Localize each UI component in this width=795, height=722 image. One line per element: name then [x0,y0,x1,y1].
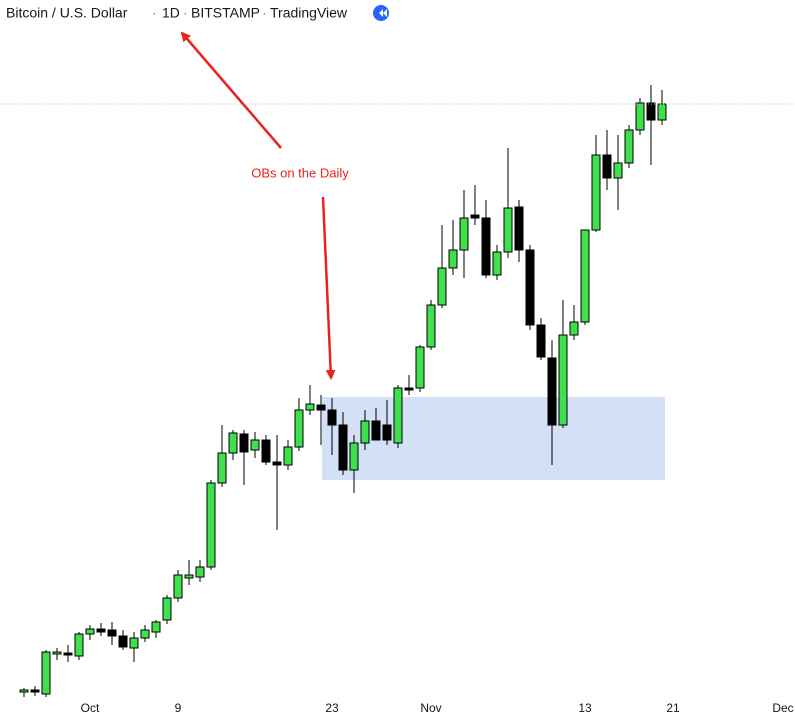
candle-body [217,452,227,484]
candle-body [635,102,645,131]
candle-body [305,403,315,411]
candle-body [250,439,260,451]
candle-body [107,629,117,637]
candle-body [140,629,150,639]
candle-body [470,214,480,219]
candle-body [426,304,436,348]
candle-body [580,229,590,323]
separator: · [152,5,157,21]
x-tick-label: 13 [578,701,592,715]
candle-body [228,432,238,454]
candle-body [162,597,172,621]
candle-body [349,442,359,471]
candle-body [547,357,557,426]
candle-body [283,446,293,466]
candle-body [19,689,29,693]
candle-body [173,574,183,599]
candle-body [261,439,271,463]
candle-body [448,249,458,269]
source: TradingView [270,5,348,21]
candle-body [393,387,403,444]
candle-body [624,129,634,164]
candle-body [481,217,491,276]
candle-body [316,404,326,411]
candle-body [30,689,40,693]
separator: · [262,5,267,21]
candle-body [492,251,502,276]
x-tick-label: 21 [666,701,680,715]
replay-icon[interactable] [373,5,389,21]
candle-body [657,103,667,121]
candle-body [239,433,249,453]
candle-body [382,424,392,441]
x-tick-label: Dec [772,701,793,715]
candle-body [437,267,447,306]
candle-body [646,102,656,121]
candle-body [184,574,194,579]
x-tick-label: Oct [81,701,100,715]
candle-body [360,420,370,444]
candle-body [613,162,623,179]
candle-body [371,420,381,441]
candle-body [338,424,348,471]
separator: · [183,5,188,21]
candle-body [415,346,425,389]
candle-body [536,324,546,358]
candle-body [514,206,524,251]
candle-body [74,633,84,657]
x-tick-label: 9 [175,701,182,715]
candle-body [591,154,601,231]
candle-body [602,154,612,179]
candle-body [404,387,414,391]
candle-body [206,482,216,568]
annotation: OBs on the Daily [251,165,349,180]
candle-body [118,635,128,648]
candle-body [327,409,337,426]
candle-body [63,652,73,656]
exchange: BITSTAMP [191,5,260,21]
candle-body [558,334,568,426]
candle-body [272,461,282,466]
interval: 1D [162,5,180,21]
plot-area [0,85,795,697]
symbol-title: Bitcoin / U.S. Dollar [6,5,128,21]
candle-body [52,651,62,655]
x-tick-label: Nov [420,701,441,715]
arrow [180,31,282,149]
candle-body [195,566,205,578]
candle-body [294,409,304,448]
candle-body [459,217,469,251]
x-tick-label: 23 [325,701,339,715]
candle-body [41,651,51,695]
candle-body [85,628,95,635]
candle-body [569,321,579,336]
candle-body [503,207,513,253]
candle-body [151,621,161,633]
arrow [321,196,336,380]
candle-body [96,628,106,633]
candle-body [129,637,139,649]
candle-body [525,249,535,326]
